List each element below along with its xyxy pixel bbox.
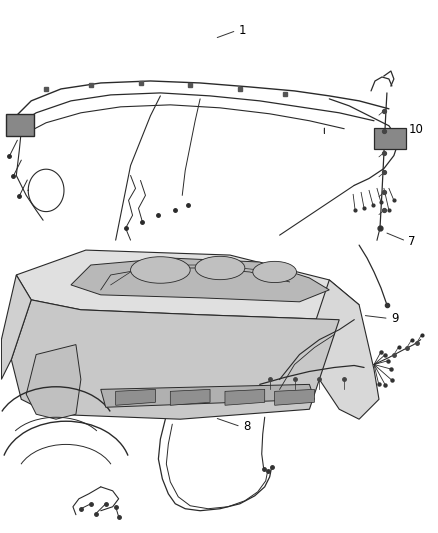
FancyBboxPatch shape [7,115,34,136]
Text: 9: 9 [391,312,399,325]
Polygon shape [11,300,339,419]
Ellipse shape [195,256,245,280]
Polygon shape [275,389,314,405]
Text: 10: 10 [408,123,423,136]
Polygon shape [225,389,265,405]
Text: 7: 7 [408,235,416,247]
Polygon shape [26,345,81,419]
Polygon shape [1,275,31,379]
Polygon shape [71,258,329,302]
Polygon shape [101,384,314,407]
Text: 1: 1 [239,24,246,37]
Text: 8: 8 [243,420,250,433]
Ellipse shape [131,257,190,283]
Ellipse shape [253,261,297,282]
FancyBboxPatch shape [374,128,406,149]
Polygon shape [116,389,155,405]
Polygon shape [16,250,359,320]
Polygon shape [170,389,210,405]
Polygon shape [309,280,379,419]
